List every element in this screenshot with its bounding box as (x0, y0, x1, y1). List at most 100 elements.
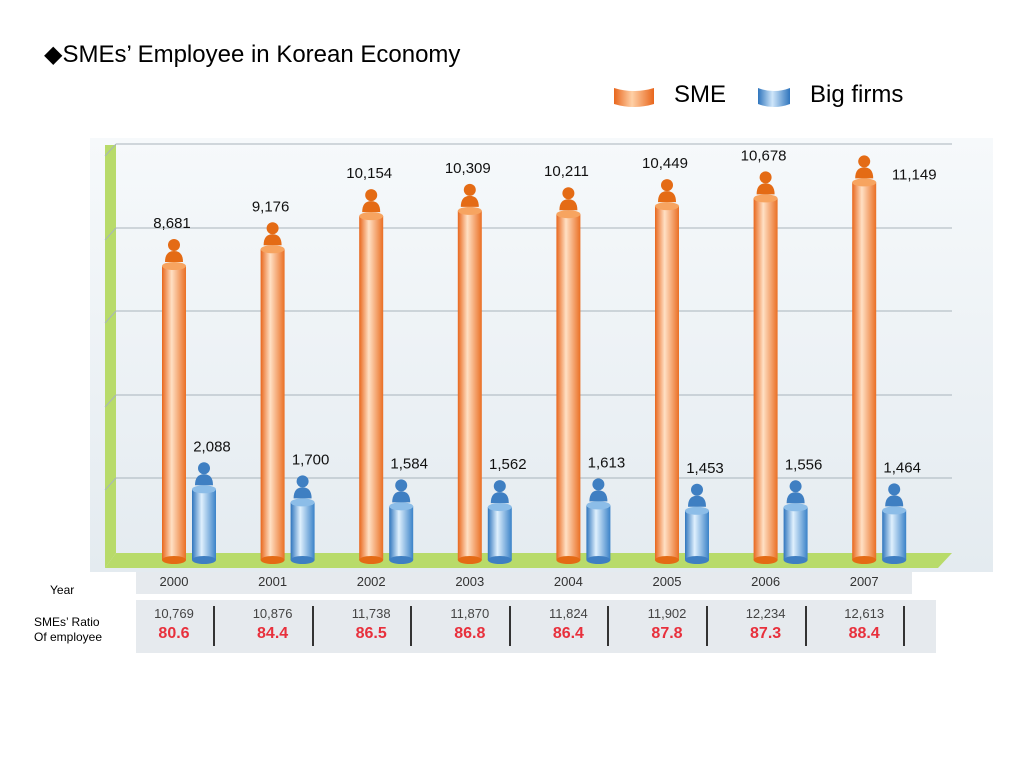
person-icon-big-firms-2001 (293, 475, 312, 499)
legend-label-sme: SME (674, 81, 727, 108)
bar-sme-2001 (260, 245, 285, 564)
column-divider (804, 606, 807, 646)
bar-chart: 8,681 9,176 10,154 10,309 10,211 10,449 10,678… (90, 138, 993, 572)
bar-sme-2003 (457, 206, 482, 564)
year-cell-2003: 2003 (455, 574, 485, 589)
data-label-sme-2000: 8,681 (153, 215, 191, 232)
ratio-row: 10,769 80.6 10,876 84.4 11,738 86.5 11,870 86.8… (136, 600, 936, 653)
sme-ratio-2003: 86.8 (454, 625, 486, 642)
person-icon-sme-2002 (362, 189, 381, 213)
data-label-big-firms-2000: 2,088 (193, 438, 231, 455)
data-label-sme-2002: 10,154 (346, 165, 392, 182)
column-divider (508, 606, 511, 646)
gridline-edge-4 (104, 477, 117, 491)
person-icon-big-firms-2006 (786, 480, 805, 504)
year-cell-2000: 2000 (159, 574, 189, 589)
total-employee-2005: 11,902 (647, 606, 687, 621)
column-divider (410, 606, 413, 646)
person-icon-big-firms-2005 (688, 483, 706, 507)
sme-ratio-2002: 86.5 (355, 625, 387, 642)
bar-sme-2006 (753, 194, 778, 564)
total-employee-2002: 11,738 (351, 606, 391, 621)
sme-ratio-2001: 84.4 (257, 625, 289, 642)
person-icon-sme-2004 (559, 187, 578, 211)
ratio-row-label-line2: Of employee (34, 630, 103, 644)
bar-big-firms-2003 (487, 503, 512, 564)
legend-label-big-firms: Big firms (810, 81, 904, 108)
column-divider (903, 606, 906, 646)
data-label-sme-2004: 10,211 (544, 163, 589, 180)
gridline-edge-0 (104, 143, 117, 157)
bar-big-firms-2005 (685, 506, 709, 564)
gridline-edge-2 (104, 310, 117, 324)
chart-legend: SME Big firms (610, 80, 930, 112)
total-employee-2004: 11,824 (548, 606, 588, 621)
legend-swatches (614, 88, 790, 107)
data-label-big-firms-2003: 1,562 (489, 456, 527, 473)
person-icon-sme-2005 (658, 179, 676, 203)
sme-ratio-2004: 86.4 (552, 625, 584, 642)
year-row-label: Year (50, 583, 75, 597)
total-employee-2007: 12,613 (844, 606, 885, 621)
person-icon-big-firms-2004 (589, 478, 608, 502)
bars (162, 155, 907, 564)
data-label-sme-2006: 10,678 (741, 147, 787, 164)
column-divider (213, 606, 215, 646)
data-label-sme-2001: 9,176 (252, 198, 290, 215)
bar-sme-2002 (359, 212, 384, 564)
total-employee-2000: 10,769 (154, 606, 194, 621)
gridline-edge-1 (104, 227, 117, 241)
person-icon-sme-2006 (756, 171, 775, 195)
bar-big-firms-2000 (192, 485, 216, 564)
bar-sme-2007 (852, 178, 877, 564)
bar-sme-2005 (655, 202, 679, 564)
sme-ratio-2005: 87.8 (651, 625, 683, 642)
data-label-big-firms-2007: 1,464 (883, 459, 921, 476)
data-label-big-firms-2001: 1,700 (292, 451, 330, 468)
data-label-big-firms-2006: 1,556 (785, 456, 823, 473)
bar-big-firms-2002 (389, 502, 414, 564)
person-icon-big-firms-2000 (195, 462, 213, 486)
sme-ratio-2007: 88.4 (848, 625, 880, 642)
gridline-edge-3 (104, 394, 117, 408)
bar-big-firms-2007 (882, 506, 907, 564)
bar-big-firms-2006 (783, 503, 808, 564)
data-label-sme-2007: 11,149 (892, 166, 937, 183)
legend-swatch-big-firms (758, 88, 790, 107)
year-cell-2001: 2001 (258, 574, 288, 589)
ratio-row-label-line1: SMEs’ Ratio (34, 615, 100, 629)
person-icon-sme-2000 (165, 239, 183, 263)
sme-ratio-2000: 80.6 (158, 625, 190, 642)
year-cell-2004: 2004 (553, 574, 583, 589)
data-label-sme-2003: 10,309 (445, 160, 491, 177)
data-label-big-firms-2004: 1,613 (588, 454, 626, 471)
year-cell-2002: 2002 (356, 574, 386, 589)
year-row: 2000 2001 2002 2003 2004 2005 2006 2007 (136, 572, 912, 594)
person-icon-sme-2003 (460, 183, 479, 207)
sme-ratio-2006: 87.3 (750, 625, 782, 642)
gridlines (104, 143, 952, 491)
data-label-big-firms-2002: 1,584 (390, 455, 428, 472)
year-cell-2007: 2007 (849, 574, 879, 589)
column-divider (706, 606, 708, 646)
person-icon-sme-2001 (263, 222, 282, 246)
bar-sme-2000 (162, 262, 186, 564)
page-title: ◆SMEs’ Employee in Korean Economy (44, 41, 461, 68)
column-divider (607, 606, 610, 646)
legend-swatch-sme (614, 88, 654, 107)
bar-sme-2004 (556, 210, 581, 564)
person-icon-sme-2007 (855, 155, 874, 179)
total-employee-2006: 12,234 (745, 606, 786, 621)
bar-big-firms-2001 (290, 498, 315, 564)
data-label-sme-2005: 10,449 (642, 155, 688, 172)
year-cell-2005: 2005 (652, 574, 682, 589)
data-label-big-firms-2005: 1,453 (686, 460, 724, 477)
person-icon-big-firms-2003 (490, 480, 509, 504)
person-icon-big-firms-2002 (392, 479, 411, 503)
total-employee-2001: 10,876 (252, 606, 293, 621)
year-cell-2006: 2006 (751, 574, 781, 589)
data-labels: 8,681 9,176 10,154 10,309 10,211 10,449 10,678… (153, 147, 936, 476)
person-icon-big-firms-2007 (885, 483, 904, 507)
column-divider (311, 606, 314, 646)
bar-big-firms-2004 (586, 501, 611, 564)
